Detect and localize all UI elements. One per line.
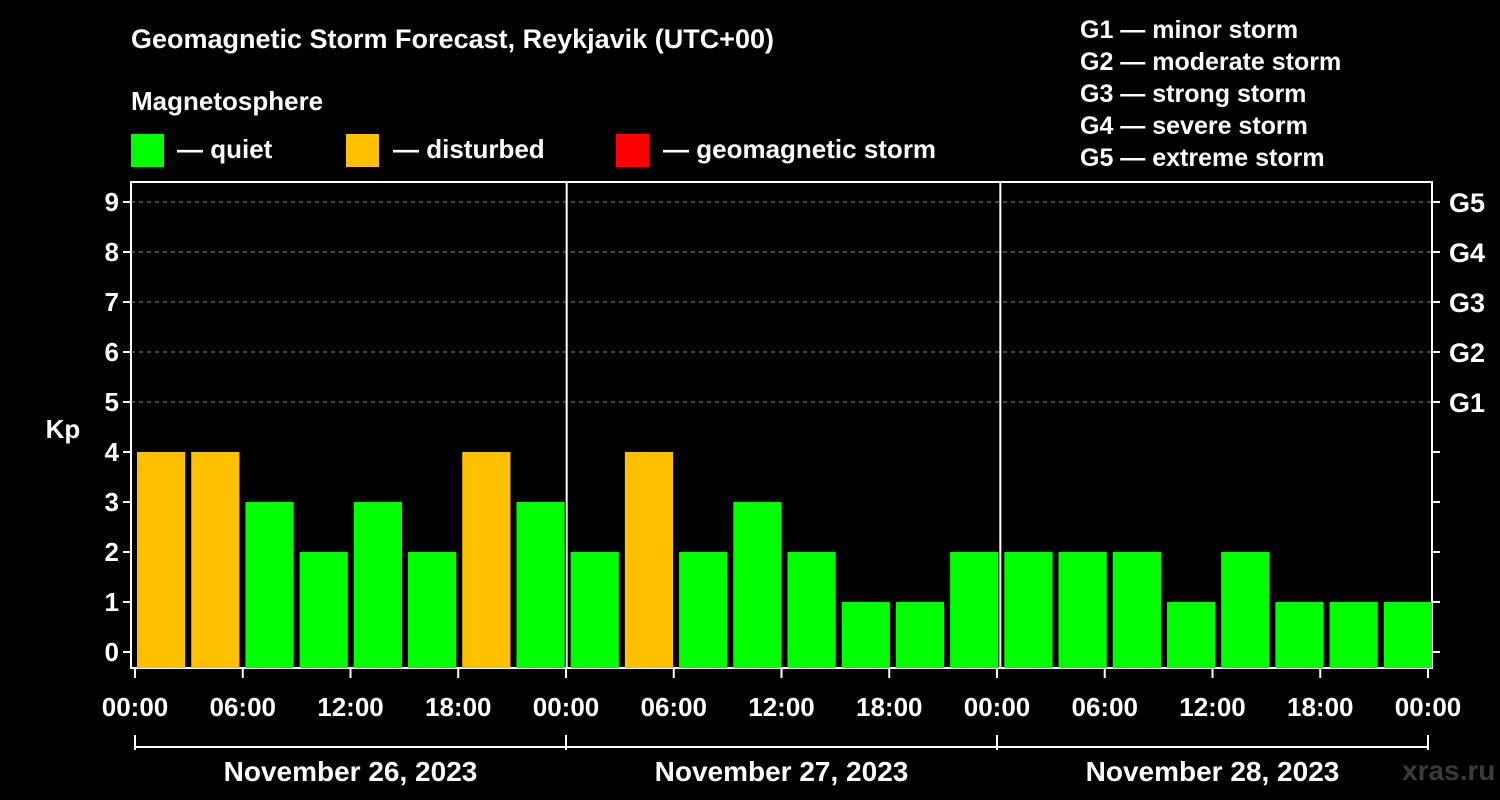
g-scale-legend: G1 — minor storm G2 — moderate storm G3 … — [1080, 14, 1341, 174]
legend-label-disturbed: — disturbed — [393, 134, 545, 164]
day-label: November 26, 2023 — [224, 756, 478, 787]
g-scale-legend-item: G3 — strong storm — [1080, 80, 1307, 108]
y-tick-label: 5 — [105, 387, 119, 417]
y-tick-label: 9 — [105, 187, 119, 217]
kp-bar — [137, 452, 186, 668]
magnetosphere-label: Magnetosphere — [131, 86, 324, 116]
right-axis-label: G4 — [1449, 238, 1485, 268]
x-tick-label: 00:00 — [1395, 692, 1462, 722]
g-scale-legend-item: G5 — extreme storm — [1080, 144, 1325, 172]
kp-bar — [733, 502, 782, 668]
kp-bar — [516, 502, 565, 668]
y-axis-label: Kp — [46, 414, 81, 444]
kp-bar — [1166, 602, 1216, 668]
kp-bar — [1383, 602, 1432, 668]
kp-bar — [353, 502, 403, 668]
x-tick-label: 06:00 — [1072, 692, 1139, 722]
kp-bar — [408, 552, 457, 668]
legend-swatch-disturbed — [346, 134, 379, 167]
g-scale-legend-item: G4 — severe storm — [1080, 112, 1308, 140]
kp-bar — [1058, 552, 1107, 668]
y-tick-label: 0 — [105, 637, 119, 667]
kp-bar — [1275, 602, 1324, 668]
x-tick-label: 00:00 — [102, 692, 169, 722]
right-axis-label: G2 — [1449, 338, 1485, 368]
kp-bar — [462, 452, 511, 668]
x-tick-label: 06:00 — [641, 692, 708, 722]
chart-title: Geomagnetic Storm Forecast, Reykjavik (U… — [131, 24, 774, 54]
kp-bar — [1221, 552, 1270, 668]
kp-bar — [1329, 602, 1378, 668]
kp-bar — [624, 452, 674, 668]
g-scale-legend-item: G1 — minor storm — [1080, 16, 1299, 44]
kp-bar — [895, 602, 945, 668]
x-tick-label: 06:00 — [210, 692, 277, 722]
x-tick-label: 00:00 — [533, 692, 600, 722]
legend-swatch-storm — [616, 134, 649, 167]
legend-label-storm: — geomagnetic storm — [663, 134, 937, 164]
day-label: November 27, 2023 — [655, 756, 909, 787]
kp-bar — [299, 552, 348, 668]
right-axis-label: G5 — [1449, 188, 1485, 218]
day-label: November 28, 2023 — [1086, 756, 1340, 787]
kp-bar — [1004, 552, 1053, 668]
kp-bar — [1112, 552, 1161, 668]
x-tick-label: 00:00 — [964, 692, 1031, 722]
y-tick-label: 7 — [105, 287, 119, 317]
legend-swatch-quiet — [131, 134, 164, 167]
y-tick-label: 4 — [105, 437, 120, 467]
y-tick-label: 3 — [105, 487, 119, 517]
kp-bar — [570, 552, 619, 668]
kp-bar — [950, 552, 999, 668]
x-tick-label: 12:00 — [1179, 692, 1246, 722]
x-tick-label: 12:00 — [317, 692, 384, 722]
watermark: xras.ru — [1402, 755, 1496, 786]
x-tick-label: 18:00 — [856, 692, 923, 722]
right-axis-label: G3 — [1449, 288, 1485, 318]
kp-bar — [679, 552, 728, 668]
y-tick-label: 6 — [105, 337, 119, 367]
kp-bar — [787, 552, 836, 668]
legend-label-quiet: — quiet — [177, 134, 273, 164]
right-axis-label: G1 — [1449, 388, 1485, 418]
kp-bar — [245, 502, 294, 668]
x-tick-label: 12:00 — [748, 692, 815, 722]
y-tick-label: 8 — [105, 237, 119, 267]
kp-bar — [841, 602, 890, 668]
g-scale-legend-item: G2 — moderate storm — [1080, 48, 1342, 76]
x-tick-label: 18:00 — [1287, 692, 1354, 722]
y-tick-label: 1 — [105, 587, 119, 617]
kp-bar — [191, 452, 240, 668]
y-tick-label: 2 — [105, 537, 119, 567]
x-tick-label: 18:00 — [425, 692, 492, 722]
